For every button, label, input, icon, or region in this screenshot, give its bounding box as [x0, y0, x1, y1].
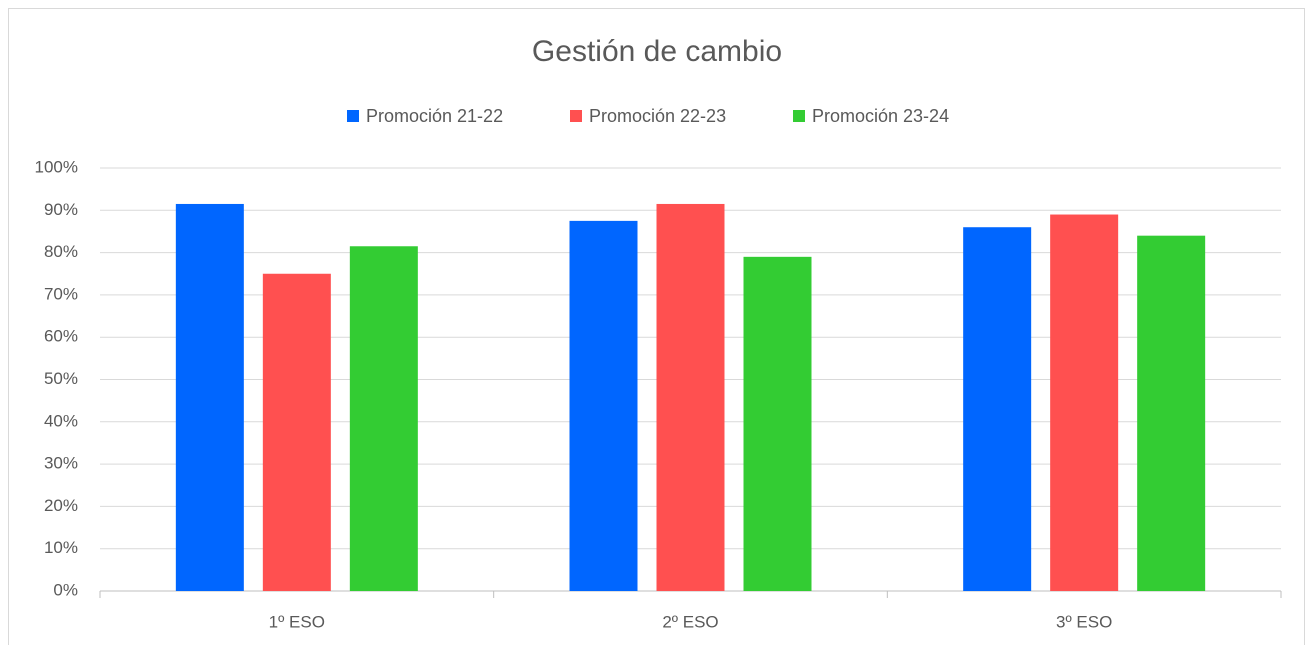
x-tick-label: 1º ESO [269, 612, 325, 631]
legend-swatch [793, 110, 805, 122]
y-tick-label: 70% [44, 284, 78, 303]
y-tick-label: 10% [44, 538, 78, 557]
bar [175, 203, 244, 591]
y-tick-label: 100% [35, 157, 78, 176]
legend-label: Promoción 23-24 [812, 106, 949, 126]
y-tick-label: 30% [44, 454, 78, 473]
bar [262, 273, 331, 591]
bar [569, 220, 638, 591]
y-tick-label: 20% [44, 496, 78, 515]
legend-label: Promoción 21-22 [366, 106, 503, 126]
bar [349, 246, 418, 591]
legend-label: Promoción 22-23 [589, 106, 726, 126]
legend-swatch [347, 110, 359, 122]
x-tick-label: 2º ESO [662, 612, 718, 631]
y-tick-label: 40% [44, 411, 78, 430]
legend-swatch [570, 110, 582, 122]
bar [743, 256, 812, 591]
bar [1137, 235, 1206, 591]
y-tick-label: 80% [44, 242, 78, 261]
y-tick-label: 50% [44, 369, 78, 388]
bar [1050, 214, 1119, 591]
x-tick-label: 3º ESO [1056, 612, 1112, 631]
bar [963, 227, 1032, 591]
chart-title: Gestión de cambio [532, 35, 782, 68]
y-tick-label: 60% [44, 327, 78, 346]
y-tick-label: 90% [44, 200, 78, 219]
bar [656, 203, 725, 591]
y-tick-label: 0% [53, 580, 78, 599]
